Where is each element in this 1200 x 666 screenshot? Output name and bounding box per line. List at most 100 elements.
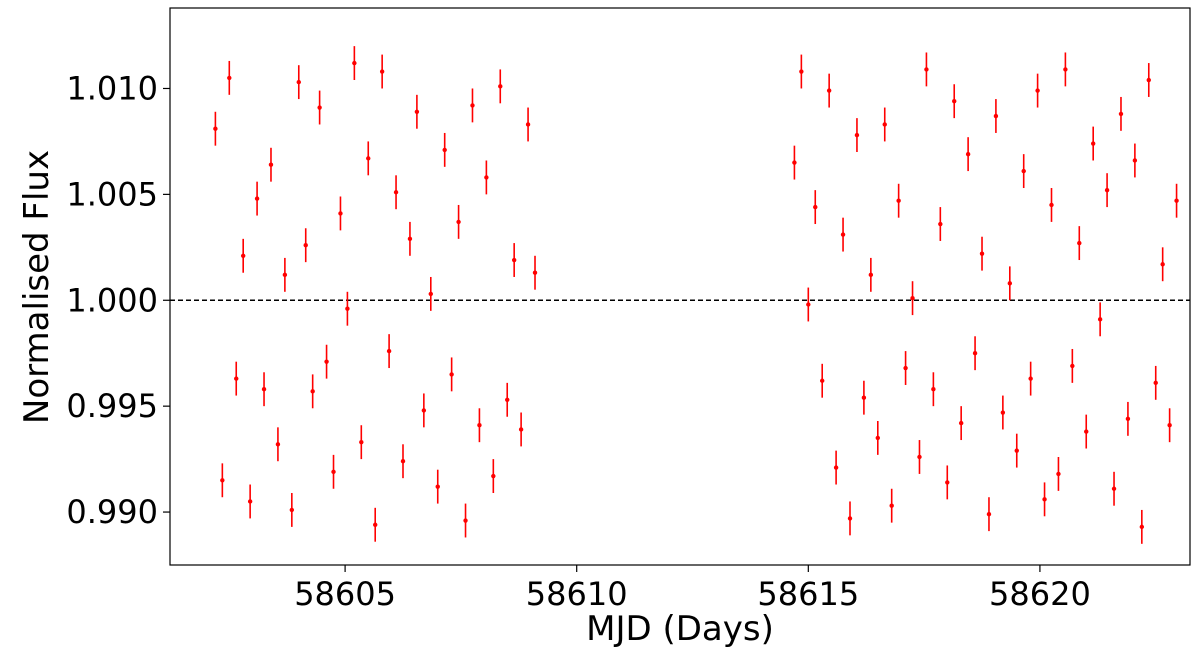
- data-point: [1125, 416, 1131, 422]
- data-point: [1021, 168, 1026, 174]
- data-point: [491, 473, 496, 479]
- data-point: [317, 105, 322, 110]
- data-point: [505, 397, 510, 403]
- data-point: [1028, 376, 1033, 381]
- data-point: [289, 507, 295, 513]
- x-axis-label: MJD (Days): [586, 609, 774, 649]
- data-point: [910, 295, 915, 301]
- data-point: [972, 351, 978, 356]
- data-point: [386, 348, 392, 354]
- data-point: [352, 60, 357, 66]
- data-point: [1132, 158, 1138, 163]
- data-point: [847, 516, 853, 521]
- data-point: [1146, 77, 1151, 83]
- data-point: [1097, 317, 1103, 322]
- data-point: [518, 427, 524, 432]
- data-point: [407, 236, 413, 242]
- data-point: [1035, 88, 1040, 93]
- data-point: [296, 79, 301, 85]
- data-point: [414, 109, 420, 114]
- data-point: [868, 272, 874, 278]
- data-point: [373, 522, 378, 527]
- data-point: [882, 122, 887, 127]
- data-point: [993, 113, 999, 119]
- data-point: [379, 69, 385, 74]
- data-point: [1084, 429, 1089, 434]
- data-point: [240, 253, 246, 258]
- data-point: [896, 198, 901, 203]
- data-point: [366, 156, 371, 161]
- y-tick-label: 1.000: [66, 281, 158, 319]
- data-point: [1077, 240, 1082, 246]
- data-point: [1042, 497, 1047, 502]
- y-tick-label: 1.005: [66, 175, 158, 213]
- data-point: [917, 454, 922, 460]
- data-point: [945, 480, 950, 485]
- data-point: [1070, 363, 1075, 369]
- data-point: [498, 84, 503, 89]
- data-point: [456, 219, 461, 225]
- data-point: [449, 372, 454, 377]
- data-point: [833, 465, 839, 470]
- data-point: [806, 302, 811, 307]
- data-point: [525, 122, 531, 127]
- data-point: [400, 459, 406, 464]
- y-axis-label: Normalised Flux: [17, 150, 57, 424]
- data-point: [532, 270, 538, 275]
- data-point: [924, 67, 929, 72]
- data-point: [428, 291, 433, 297]
- data-point: [1007, 281, 1013, 286]
- data-point: [213, 126, 218, 131]
- data-point: [254, 196, 260, 201]
- data-point: [854, 132, 860, 138]
- data-point: [820, 378, 825, 383]
- data-point: [1014, 448, 1019, 453]
- data-point: [268, 162, 274, 167]
- data-point: [234, 376, 239, 381]
- data-point: [958, 420, 964, 426]
- data-point: [484, 175, 489, 180]
- y-tick-label: 0.990: [66, 493, 158, 531]
- x-tick-label: 58620: [989, 575, 1091, 613]
- data-point: [345, 306, 350, 311]
- data-point: [938, 221, 943, 227]
- plot-frame: [169, 7, 1191, 566]
- data-point: [979, 251, 985, 256]
- x-tick-label: 58610: [526, 575, 628, 613]
- data-point: [310, 389, 315, 394]
- data-point: [303, 243, 308, 248]
- x-tick-label: 58605: [294, 575, 396, 613]
- data-point: [220, 478, 225, 483]
- data-point: [799, 69, 804, 74]
- data-point: [965, 151, 971, 157]
- data-point: [931, 387, 936, 392]
- data-point: [247, 499, 253, 504]
- data-point: [338, 211, 343, 216]
- x-tick-label: 58615: [757, 575, 859, 613]
- data-point: [275, 442, 281, 447]
- data-point: [903, 365, 908, 371]
- data-point: [470, 103, 475, 108]
- data-point: [227, 75, 232, 81]
- data-point: [1160, 262, 1165, 267]
- data-point: [1174, 198, 1179, 203]
- y-tick-label: 1.010: [66, 69, 158, 107]
- data-point: [889, 503, 894, 508]
- data-point: [463, 518, 468, 523]
- data-point: [875, 435, 880, 441]
- data-point: [261, 387, 267, 392]
- data-point: [1139, 524, 1145, 530]
- data-point: [331, 469, 336, 475]
- y-tick-label: 0.995: [66, 387, 158, 425]
- data-point: [1000, 410, 1006, 415]
- data-point: [1049, 202, 1054, 208]
- data-point: [511, 257, 517, 263]
- data-point: [1090, 141, 1096, 146]
- data-point: [359, 439, 364, 445]
- data-point: [435, 484, 440, 489]
- data-point: [477, 423, 482, 428]
- data-point: [1104, 187, 1110, 193]
- data-point: [1111, 486, 1117, 491]
- data-point: [1063, 67, 1068, 72]
